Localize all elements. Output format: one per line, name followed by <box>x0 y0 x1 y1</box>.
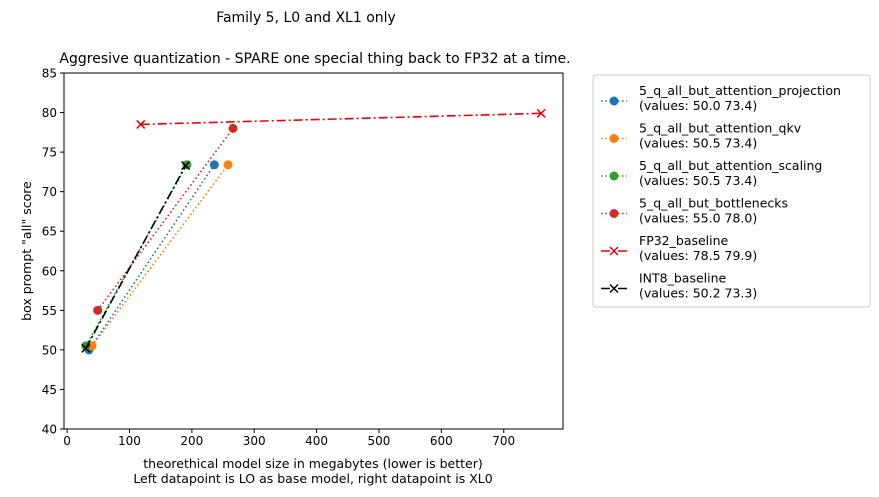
series-INT8_baseline <box>81 161 191 353</box>
legend-entry: 5_q_all_but_attention_scaling(values: 50… <box>601 158 822 188</box>
data-point <box>536 108 546 118</box>
x-tick-label: 600 <box>430 434 453 448</box>
legend-entry: 5_q_all_but_attention_projection(values:… <box>601 83 841 113</box>
axis-ticks: 0 100 200 300 400 500 600 700 40 45 50 55 60 65 70 75 80… <box>42 67 515 449</box>
y-tick-label: 75 <box>42 146 57 160</box>
y-tick-label: 60 <box>42 264 57 278</box>
data-point <box>228 123 238 133</box>
legend-marker <box>609 96 619 106</box>
legend-label: 5_q_all_but_bottlenecks <box>639 196 788 211</box>
legend-label: 5_q_all_but_attention_qkv <box>639 121 802 136</box>
legend-entry: 5_q_all_but_attention_qkv(values: 50.5 7… <box>601 121 802 151</box>
legend-marker <box>609 171 619 181</box>
data-point <box>81 343 91 353</box>
series-5_q_all_but_attention_qkv <box>87 160 233 351</box>
data-point <box>87 341 97 351</box>
y-tick-label: 80 <box>42 106 57 120</box>
data-point <box>93 305 103 315</box>
legend-values: (values: 50.2 73.3) <box>639 286 757 301</box>
legend-marker <box>609 283 619 294</box>
legend-entry: INT8_baseline(values: 50.2 73.3) <box>601 271 757 301</box>
y-tick-label: 50 <box>42 343 57 357</box>
legend-label: 5_q_all_but_attention_scaling <box>639 158 822 173</box>
series-line <box>97 127 234 311</box>
legend-frame <box>592 74 871 308</box>
x-tick-label: 700 <box>492 434 515 448</box>
x-axis-label-line1: theorethical model size in megabytes (lo… <box>143 456 482 471</box>
data-point <box>209 160 219 170</box>
chart-title: Aggresive quantization - SPARE one speci… <box>59 51 570 67</box>
y-tick-label: 65 <box>42 225 57 239</box>
x-tick-label: 0 <box>63 434 71 448</box>
legend-values: (values: 50.5 73.4) <box>639 173 757 188</box>
chart-suptitle: Family 5, L0 and XL1 only <box>216 10 396 26</box>
legend-label: INT8_baseline <box>639 271 727 286</box>
data-point <box>181 161 191 171</box>
legend-marker <box>609 134 619 143</box>
legend-entry: 5_q_all_but_bottlenecks(values: 55.0 78.… <box>601 196 788 226</box>
legend-marker <box>609 246 619 256</box>
y-tick-label: 40 <box>42 423 57 437</box>
data-point <box>223 160 233 170</box>
plot-frame <box>63 72 564 430</box>
x-tick-label: 400 <box>305 434 328 448</box>
series-line <box>140 112 542 126</box>
x-axis-label-line2: Left datapoint is LO as base model, righ… <box>133 471 492 486</box>
x-tick-label: 200 <box>180 434 203 448</box>
legend-values: (values: 78.5 79.9) <box>639 248 757 263</box>
y-tick-label: 55 <box>42 304 57 318</box>
series-5_q_all_but_attention_projection <box>84 160 219 355</box>
legend-label: FP32_baseline <box>639 233 729 248</box>
x-tick-label: 100 <box>118 434 141 448</box>
series-line <box>85 165 187 349</box>
series-line <box>91 164 229 347</box>
legend-items: 5_q_all_but_attention_projection(values:… <box>601 83 841 301</box>
data-point <box>136 119 146 129</box>
series-line <box>88 164 215 351</box>
y-tick-label: 85 <box>42 67 57 81</box>
legend-marker <box>609 209 619 218</box>
legend: 5_q_all_but_attention_projection(values:… <box>592 74 871 308</box>
legend-values: (values: 55.0 78.0) <box>639 211 757 226</box>
legend-values: (values: 50.0 73.4) <box>639 98 757 113</box>
series-5_q_all_but_bottlenecks <box>93 123 238 315</box>
y-axis-label: box prompt "all" score <box>19 181 34 321</box>
x-tick-label: 300 <box>243 434 266 448</box>
legend-entry: FP32_baseline(values: 78.5 79.9) <box>601 233 757 263</box>
series-FP32_baseline <box>136 108 546 129</box>
y-tick-label: 45 <box>42 383 57 397</box>
y-tick-label: 70 <box>42 185 57 199</box>
series-layer <box>81 108 546 355</box>
legend-label: 5_q_all_but_attention_projection <box>639 83 841 98</box>
x-tick-label: 500 <box>368 434 391 448</box>
legend-values: (values: 50.5 73.4) <box>639 136 757 151</box>
